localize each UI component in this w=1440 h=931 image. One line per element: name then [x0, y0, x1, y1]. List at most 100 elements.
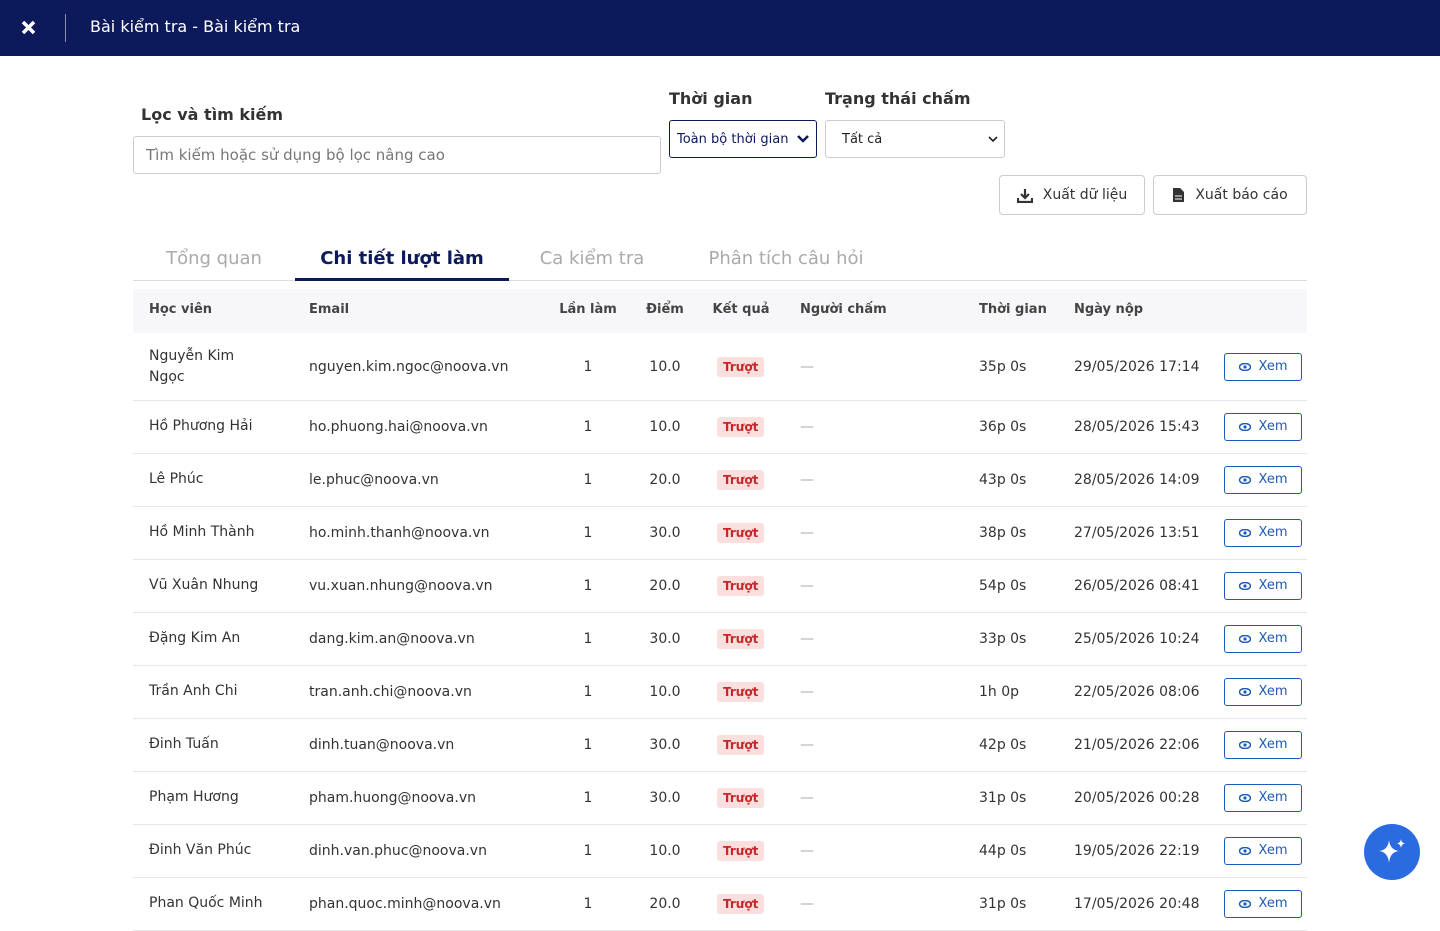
row-divider	[133, 453, 1307, 454]
button-text: Xem	[1258, 578, 1288, 593]
view-button[interactable]: Xem	[1224, 836, 1302, 865]
row-divider	[133, 612, 1307, 613]
cell: dinh.tuan@noova.vn	[309, 736, 455, 753]
column-header: Điểm	[646, 302, 684, 317]
cell: 42p 0s	[979, 736, 1027, 753]
cell: ho.minh.thanh@noova.vn	[309, 524, 490, 541]
button-text: Xem	[1258, 790, 1288, 805]
view-button[interactable]: Xem	[1224, 677, 1302, 706]
cell: 31p 0s	[979, 895, 1027, 912]
column-header: Người chấm	[800, 302, 887, 317]
cell: 17/05/2026 20:48	[1074, 895, 1200, 912]
cell: 30.0	[649, 524, 681, 541]
view-button[interactable]: Xem	[1224, 518, 1302, 547]
cell: 27/05/2026 13:51	[1074, 524, 1200, 541]
button-text: Xem	[1258, 737, 1288, 752]
cell: 33p 0s	[979, 630, 1027, 647]
button-text: Xem	[1258, 359, 1288, 374]
status-select[interactable]: Tất cả	[825, 120, 1005, 158]
cell: 1	[583, 471, 593, 488]
cell: 30.0	[649, 630, 681, 647]
cell: 1	[583, 683, 593, 700]
tab[interactable]: Chi tiết lượt làm	[320, 248, 484, 269]
top-bar	[0, 0, 1440, 56]
table-header	[133, 289, 1307, 333]
button-text: Xem	[1258, 525, 1288, 540]
button-text: Xem	[1258, 843, 1288, 858]
result-badge: Trượt	[717, 416, 765, 437]
student-name: Lê Phúc	[149, 471, 204, 487]
button-text: Xem	[1258, 419, 1288, 434]
cell: 20.0	[649, 471, 681, 488]
cell: 30.0	[649, 736, 681, 753]
cell: 30.0	[649, 789, 681, 806]
view-button[interactable]: Xem	[1224, 412, 1302, 441]
row-divider	[133, 400, 1307, 401]
page-title: Bài kiểm tra - Bài kiểm tra	[90, 17, 301, 36]
view-button[interactable]: Xem	[1224, 352, 1302, 381]
export-report-button[interactable]: Xuất báo cáo	[1153, 175, 1307, 215]
student-name: Đặng Kim An	[149, 630, 241, 646]
result-badge: Trượt	[717, 575, 765, 596]
view-button[interactable]: Xem	[1224, 889, 1302, 918]
cell: 26/05/2026 08:41	[1074, 577, 1200, 594]
time-select[interactable]: Toàn bộ thời gian	[669, 120, 817, 158]
tab[interactable]: Ca kiểm tra	[539, 248, 645, 269]
result-badge: Trượt	[717, 840, 765, 861]
cell: —	[800, 736, 814, 753]
cell: dinh.van.phuc@noova.vn	[309, 842, 487, 859]
result-badge: Trượt	[717, 628, 765, 649]
cell: 25/05/2026 10:24	[1074, 630, 1200, 647]
student-name: Vũ Xuân Nhung	[149, 577, 259, 593]
export-data-button[interactable]: Xuất dữ liệu	[999, 175, 1145, 215]
result-badge: Trượt	[717, 522, 765, 543]
cell: vu.xuan.nhung@noova.vn	[309, 577, 493, 594]
search-input[interactable]: Tìm kiếm hoặc sử dụng bộ lọc nâng cao	[133, 136, 661, 174]
row-divider	[133, 718, 1307, 719]
tab[interactable]: Tổng quan	[166, 248, 262, 269]
view-button[interactable]: Xem	[1224, 730, 1302, 759]
cell: 36p 0s	[979, 418, 1027, 435]
view-button[interactable]: Xem	[1224, 783, 1302, 812]
student-name: Nguyễn Kim Ngọc	[149, 347, 235, 385]
cell: —	[800, 358, 814, 375]
result-badge: Trượt	[717, 356, 765, 377]
cell: —	[800, 471, 814, 488]
search-label: Lọc và tìm kiếm	[141, 105, 284, 124]
cell: 31p 0s	[979, 789, 1027, 806]
cell: 29/05/2026 17:14	[1074, 358, 1200, 375]
cell: ho.phuong.hai@noova.vn	[309, 418, 488, 435]
cell: 1	[583, 630, 593, 647]
column-header: Lần làm	[559, 302, 617, 317]
cell: 10.0	[649, 683, 681, 700]
row-divider	[133, 877, 1307, 878]
result-badge: Trượt	[717, 893, 765, 914]
assistant-button[interactable]	[1364, 824, 1420, 880]
button-text: Xem	[1258, 684, 1288, 699]
cell: 10.0	[649, 418, 681, 435]
select-value: Tất cả	[842, 131, 883, 147]
column-header: Thời gian	[979, 302, 1047, 317]
column-header: Học viên	[149, 302, 213, 317]
student-name: Đinh Tuấn	[149, 736, 219, 752]
view-button[interactable]: Xem	[1224, 465, 1302, 494]
view-button[interactable]: Xem	[1224, 571, 1302, 600]
cell: nguyen.kim.ngoc@noova.vn	[309, 358, 509, 375]
tab[interactable]: Phân tích câu hỏi	[708, 248, 864, 269]
cell: 1	[583, 842, 593, 859]
cell: 1	[583, 789, 593, 806]
view-button[interactable]: Xem	[1224, 624, 1302, 653]
tab-underline	[295, 278, 509, 281]
close-button[interactable]	[20, 19, 37, 36]
student-name: Hồ Phương Hải	[149, 418, 253, 434]
cell: —	[800, 683, 814, 700]
button-text: Xuất báo cáo	[1195, 187, 1288, 203]
cell: le.phuc@noova.vn	[309, 471, 439, 488]
cell: —	[800, 524, 814, 541]
cell: —	[800, 842, 814, 859]
cell: 28/05/2026 14:09	[1074, 471, 1200, 488]
cell: 1	[583, 418, 593, 435]
cell: phan.quoc.minh@noova.vn	[309, 895, 501, 912]
divider	[65, 14, 66, 42]
